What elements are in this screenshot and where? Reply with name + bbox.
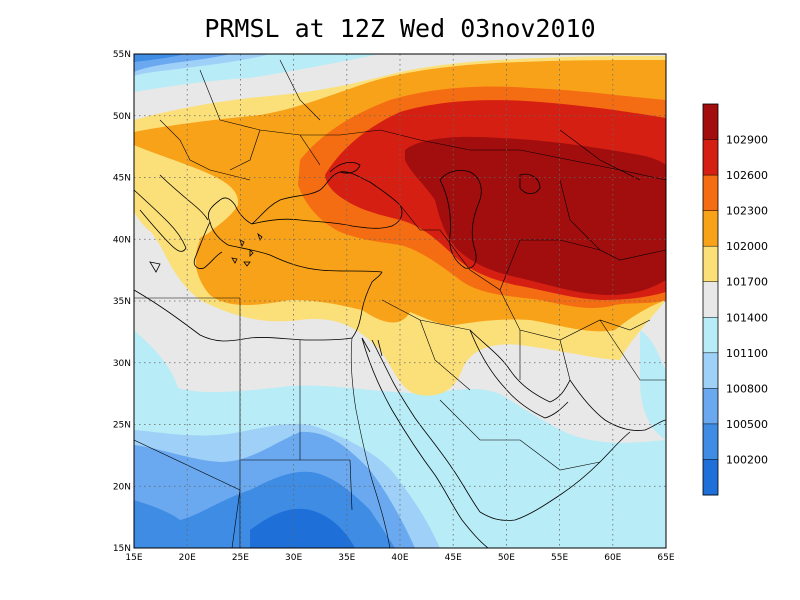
longitude-tick-label: 45E (445, 553, 462, 563)
colorbar-label: 100500 (726, 418, 768, 431)
longitude-axis-labels: 15E 20E 25E 30E 35E 40E 45E 50E 55E 60E 65E (125, 553, 674, 563)
latitude-tick-label: 55N (113, 50, 131, 60)
colorbar-swatch (703, 423, 718, 460)
colorbar-swatch (703, 246, 718, 283)
band-above-102900 (405, 136, 666, 295)
colorbar-label: 102300 (726, 205, 768, 218)
latitude-tick-label: 15N (113, 544, 131, 554)
latitude-tick-label: 25N (113, 421, 131, 431)
latitude-tick-label: 45N (113, 174, 131, 184)
coastlines-and-borders (134, 59, 666, 548)
colorbar-swatch (703, 317, 718, 354)
colorbar-label: 100200 (726, 453, 768, 466)
longitude-tick-label: 65E (657, 553, 674, 563)
colorbar-label: 102900 (726, 134, 768, 147)
longitude-tick-label: 60E (604, 553, 621, 563)
latitude-tick-label: 40N (113, 235, 131, 245)
longitude-tick-label: 15E (125, 553, 142, 563)
longitude-tick-label: 40E (391, 553, 408, 563)
colorbar-swatch (703, 210, 718, 247)
longitude-tick-label: 30E (285, 553, 302, 563)
latitude-tick-label: 30N (113, 359, 131, 369)
map-frame (133, 53, 667, 549)
colorbar: 102900 102600 102300 102000 101700 101400 1011… (702, 103, 768, 496)
latitude-tick-label: 35N (113, 297, 131, 307)
longitude-tick-label: 55E (551, 553, 568, 563)
longitude-tick-label: 50E (498, 553, 515, 563)
map-gridlines (134, 54, 666, 548)
longitude-tick-label: 20E (179, 553, 196, 563)
colorbar-swatch (703, 175, 718, 212)
colorbar-frame (702, 103, 719, 496)
colorbar-label: 101700 (726, 276, 768, 289)
colorbar-label: 100800 (726, 382, 768, 395)
colorbar-swatch (703, 388, 718, 425)
colorbar-label: 101400 (726, 311, 768, 324)
colorbar-label: 102000 (726, 240, 768, 253)
colorbar-swatch (703, 139, 718, 176)
map-title: PRMSL at 12Z Wed 03nov2010 (204, 14, 596, 43)
longitude-tick-label: 25E (232, 553, 249, 563)
latitude-axis-labels: 15N 20N 25N 30N 35N 40N 45N 50N 55N (113, 50, 131, 554)
colorbar-label: 101100 (726, 347, 768, 360)
latitude-tick-label: 50N (113, 112, 131, 122)
band-below-100200 (250, 508, 355, 548)
latitude-tick-label: 20N (113, 482, 131, 492)
colorbar-swatch (703, 104, 718, 141)
colorbar-label: 102600 (726, 169, 768, 182)
colorbar-swatch (703, 459, 718, 496)
colorbar-swatch (703, 352, 718, 389)
colorbar-swatch (703, 281, 718, 318)
longitude-tick-label: 35E (338, 553, 355, 563)
